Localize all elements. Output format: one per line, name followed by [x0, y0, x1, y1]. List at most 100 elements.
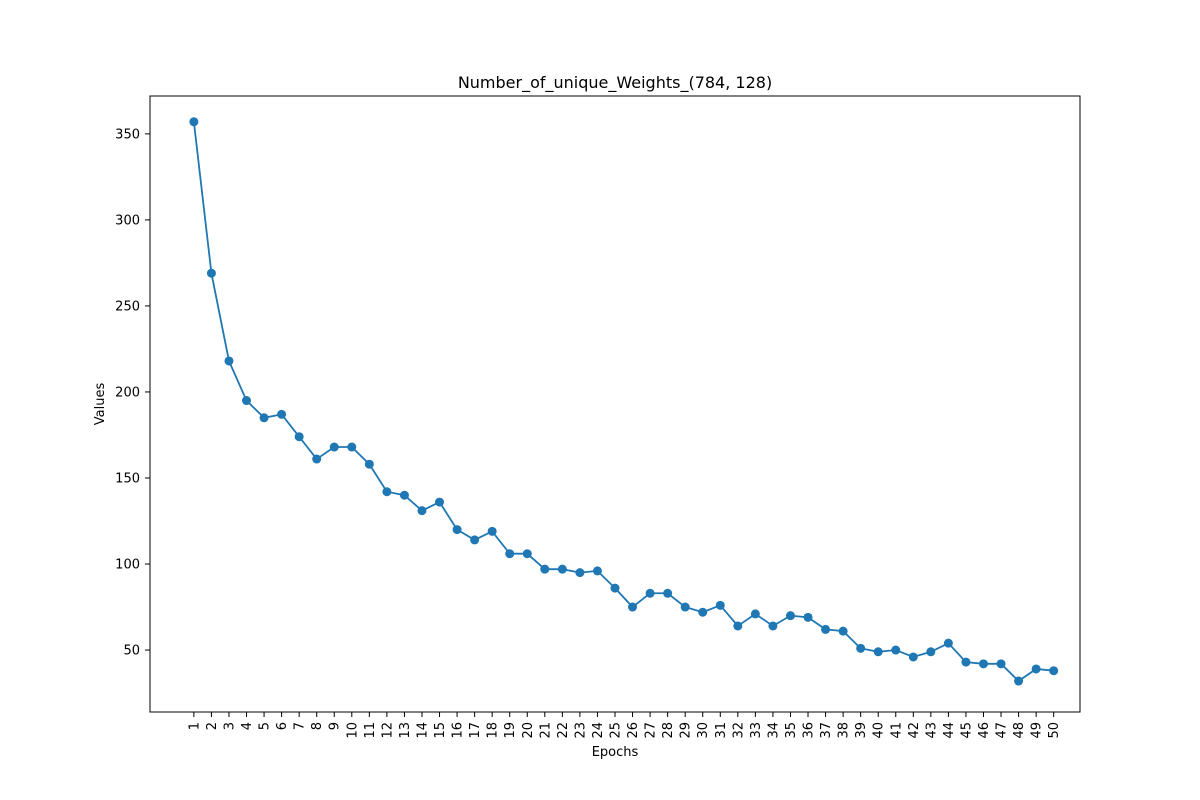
x-axis-label: Epochs: [592, 745, 639, 760]
data-point: [470, 535, 480, 545]
x-tick-label: 32: [731, 722, 746, 739]
data-point: [277, 409, 287, 419]
data-point: [1031, 664, 1041, 674]
data-point: [329, 442, 339, 452]
x-tick-label: 8: [310, 722, 325, 730]
data-point: [943, 638, 953, 648]
data-point: [382, 487, 392, 497]
x-tick-label: 45: [959, 722, 974, 739]
data-point: [628, 602, 638, 612]
data-point: [347, 442, 357, 452]
x-tick-label: 41: [889, 722, 904, 739]
data-point: [189, 117, 199, 127]
x-tick-label: 36: [802, 722, 817, 739]
x-tick-label: 19: [503, 722, 518, 739]
y-axis-ticks: 50 100 150 200 250 300 350: [115, 127, 150, 659]
x-tick-label: 13: [398, 722, 413, 739]
data-point: [487, 526, 497, 536]
x-tick-label: 31: [714, 722, 729, 739]
x-tick-label: 9: [328, 722, 343, 730]
data-point: [873, 647, 883, 657]
x-tick-label: 5: [258, 722, 273, 730]
x-tick-label: 27: [644, 722, 659, 739]
x-tick-label: 40: [872, 722, 887, 739]
data-point: [715, 600, 725, 610]
data-point: [399, 490, 409, 500]
data-point: [435, 497, 445, 507]
data-point: [1014, 676, 1024, 686]
x-tick-label: 33: [749, 722, 764, 739]
x-tick-label: 12: [380, 722, 395, 739]
x-tick-label: 42: [907, 722, 922, 739]
data-point: [522, 549, 532, 559]
x-tick-label: 20: [521, 722, 536, 739]
data-point: [557, 564, 567, 574]
x-tick-label: 2: [205, 722, 220, 730]
x-tick-label: 30: [696, 722, 711, 739]
x-tick-label: 15: [433, 722, 448, 739]
data-point: [961, 657, 971, 667]
x-tick-label: 6: [275, 722, 290, 730]
data-point: [417, 506, 427, 516]
data-point: [996, 659, 1006, 669]
x-tick-label: 29: [679, 722, 694, 739]
data-point: [750, 609, 760, 619]
data-point: [891, 645, 901, 655]
y-tick-label: 200: [115, 385, 140, 400]
x-tick-label: 4: [240, 722, 255, 730]
x-tick-label: 25: [609, 722, 624, 739]
data-point: [838, 626, 848, 636]
data-point: [1049, 666, 1059, 676]
x-tick-label: 34: [766, 722, 781, 739]
data-point: [733, 621, 743, 631]
series-points: [189, 117, 1059, 686]
x-tick-label: 26: [626, 722, 641, 739]
chart-title: Number_of_unique_Weights_(784, 128): [458, 73, 772, 93]
x-tick-label: 11: [363, 722, 378, 739]
data-point: [540, 564, 550, 574]
data-point: [926, 647, 936, 657]
data-point: [259, 413, 269, 423]
x-tick-label: 39: [854, 722, 869, 739]
x-tick-label: 3: [222, 722, 237, 730]
data-point: [242, 396, 252, 406]
x-tick-label: 24: [591, 722, 606, 739]
x-tick-label: 43: [924, 722, 939, 739]
x-tick-label: 35: [784, 722, 799, 739]
x-tick-label: 37: [819, 722, 834, 739]
x-tick-label: 47: [995, 722, 1010, 739]
x-tick-label: 17: [468, 722, 483, 739]
data-point: [680, 602, 690, 612]
y-axis-label: Values: [93, 383, 108, 426]
x-tick-label: 38: [837, 722, 852, 739]
data-point: [908, 652, 918, 662]
x-tick-label: 18: [486, 722, 501, 739]
data-point: [821, 624, 831, 634]
x-tick-label: 10: [345, 722, 360, 739]
y-tick-label: 300: [115, 213, 140, 228]
data-point: [698, 607, 708, 617]
y-tick-label: 350: [115, 127, 140, 142]
data-point: [663, 588, 673, 598]
data-point: [803, 612, 813, 622]
data-point: [610, 583, 620, 593]
x-tick-label: 48: [1012, 722, 1027, 739]
data-point: [768, 621, 778, 631]
x-tick-label: 21: [538, 722, 553, 739]
x-tick-label: 7: [293, 722, 308, 730]
x-tick-label: 1: [187, 722, 202, 730]
x-tick-label: 44: [942, 722, 957, 739]
y-tick-label: 150: [115, 471, 140, 486]
data-point: [364, 459, 374, 469]
x-tick-label: 23: [573, 722, 588, 739]
x-tick-label: 16: [451, 722, 466, 739]
data-point: [294, 432, 304, 442]
x-axis-ticks: 1 2 3 4 5 6 7 8 9 10 11 12 13 14 15 16 17 18 19 20 21 22 23 24 2…: [187, 712, 1062, 739]
x-tick-label: 22: [556, 722, 571, 739]
data-point: [575, 568, 585, 578]
x-tick-label: 28: [661, 722, 676, 739]
y-tick-label: 50: [123, 644, 140, 659]
data-point: [452, 525, 462, 535]
data-point: [312, 454, 322, 464]
